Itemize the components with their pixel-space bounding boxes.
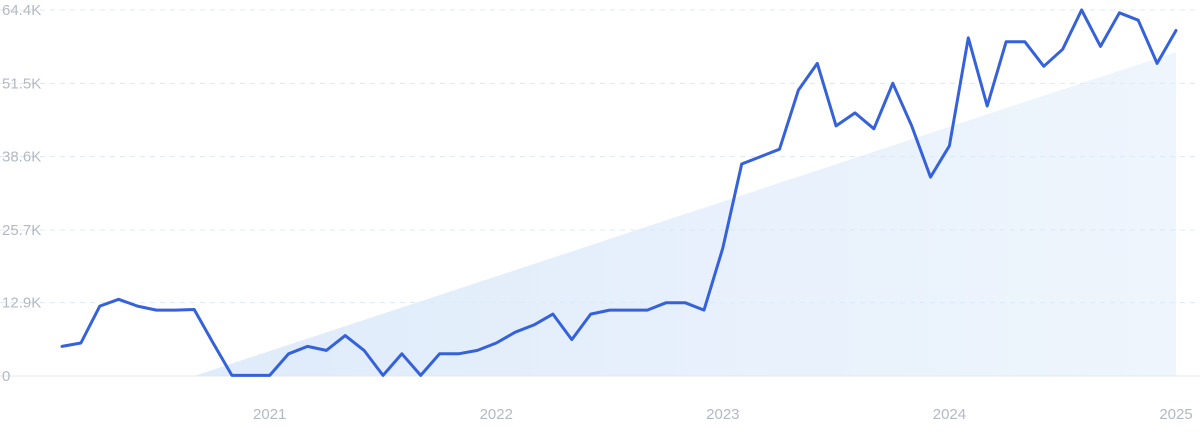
y-axis-ticks: 0 12.9K 25.7K 38.6K 51.5K 64.4K [2,2,41,385]
data-point [1118,11,1121,14]
data-point [948,144,951,147]
data-point [665,301,668,304]
data-point [854,111,857,114]
data-point [646,309,649,312]
data-point [967,36,970,39]
data-point [344,334,347,337]
x-tick-label: 2022 [480,406,513,423]
data-point [684,301,687,304]
data-point [230,374,233,377]
trend-area [194,52,1176,376]
data-point [1080,9,1083,12]
data-point [193,308,196,311]
data-point [1023,40,1026,43]
data-point [136,305,139,308]
data-point [986,105,989,108]
data-point [929,176,932,179]
x-axis-ticks: 2021 2022 2023 2024 2025 [253,406,1193,423]
data-point [155,309,158,312]
data-point [382,374,385,377]
y-tick-label: 64.4K [2,2,41,19]
data-point [117,298,120,301]
data-point [98,305,101,308]
data-point [778,148,781,151]
data-point [268,374,271,377]
data-point [61,345,64,348]
data-point [419,374,422,377]
data-point [325,349,328,352]
y-tick-label: 12.9K [2,295,41,312]
data-point [514,331,517,334]
data-point [287,352,290,355]
data-point [891,82,894,85]
data-point [759,155,762,158]
data-point [551,313,554,316]
y-tick-label: 51.5K [2,75,41,92]
data-point [910,124,913,127]
data-point [740,163,743,166]
data-point [721,247,724,250]
y-tick-label: 38.6K [2,149,41,166]
data-point [627,309,630,312]
x-tick-label: 2025 [1159,406,1192,423]
y-tick-label: 0 [2,368,10,385]
data-point [212,342,215,345]
series-line [60,8,1178,377]
data-point [400,352,403,355]
trend-area-shape [194,52,1176,376]
data-point [1175,29,1178,32]
data-point [533,323,536,326]
data-point [1042,65,1045,68]
data-point [816,62,819,65]
data-point [1156,62,1159,65]
data-point [457,352,460,355]
series-line-path [60,8,1178,377]
data-point [249,374,252,377]
data-point [570,338,573,341]
data-point [174,309,177,312]
data-point [495,342,498,345]
x-tick-label: 2023 [706,406,739,423]
x-tick-label: 2021 [253,406,286,423]
data-point [79,342,82,345]
data-point [872,127,875,130]
data-point [438,352,441,355]
x-tick-label: 2024 [933,406,966,423]
data-point [1061,48,1064,51]
data-point [835,124,838,127]
data-point [797,89,800,92]
data-point [608,309,611,312]
data-point [1137,19,1140,22]
data-point [1099,45,1102,48]
data-point [703,309,706,312]
data-point [589,313,592,316]
data-point [363,349,366,352]
data-point [476,349,479,352]
data-point [1005,40,1008,43]
data-point [306,345,309,348]
y-tick-label: 25.7K [2,222,41,239]
